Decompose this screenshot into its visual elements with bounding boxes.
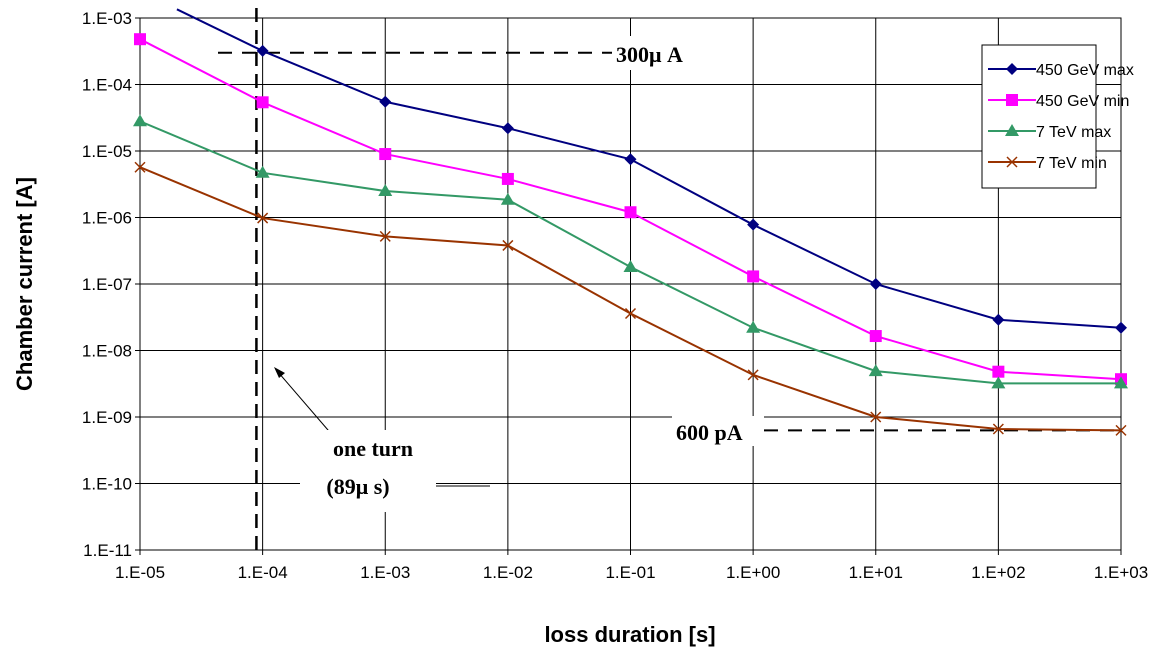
x-axis-title: loss duration [s] — [544, 622, 715, 647]
current-300ua-label: 300μ A — [616, 42, 683, 67]
y-tick-label: 1.E-06 — [82, 209, 132, 228]
series-450-gev-max — [176, 8, 1127, 334]
x-tick-label: 1.E-03 — [360, 563, 410, 582]
marker-triangle — [500, 192, 515, 205]
marker-x — [502, 239, 514, 251]
marker-x — [1115, 424, 1127, 436]
marker-x — [870, 411, 882, 423]
marker-square — [256, 96, 269, 109]
one-turn-label-bg — [300, 430, 436, 512]
x-tick-label: 1.E-04 — [238, 563, 288, 582]
marker-x — [134, 161, 146, 173]
marker-triangle — [1005, 124, 1019, 136]
x-tick-label: 1.E+03 — [1094, 563, 1148, 582]
marker-square — [992, 365, 1005, 378]
marker-triangle — [746, 320, 761, 333]
marker-square — [1006, 94, 1018, 106]
marker-x — [624, 307, 637, 320]
y-tick-label: 1.E-07 — [82, 275, 132, 294]
marker-diamond — [256, 44, 269, 57]
one-turn-arrow-shaft — [277, 371, 335, 438]
x-axis-ticks: 1.E-05 1.E-04 1.E-03 1.E-02 1.E-01 1.E+00 1.E+… — [115, 550, 1148, 582]
marker-x — [379, 230, 391, 242]
marker-x — [992, 423, 1004, 435]
marker-triangle — [1114, 376, 1128, 389]
current-600pa-label: 600 pA — [676, 420, 743, 445]
marker-diamond — [1006, 63, 1018, 75]
marker-triangle — [991, 376, 1006, 389]
x-tick-label: 1.E+02 — [971, 563, 1025, 582]
marker-diamond — [624, 153, 637, 166]
marker-square — [379, 148, 392, 161]
marker-square — [747, 270, 760, 283]
x-tick-label: 1.E-01 — [605, 563, 655, 582]
marker-x — [1006, 156, 1018, 168]
legend: 450 GeV max 450 GeV min 7 TeV max 7 TeV min — [981, 44, 1134, 189]
marker-diamond — [1115, 321, 1127, 334]
x-tick-label: 1.E-02 — [483, 563, 533, 582]
legend-label: 450 GeV min — [1036, 93, 1129, 110]
marker-square — [134, 33, 146, 46]
marker-diamond — [992, 313, 1005, 326]
one-turn-label-line2: (89μ s) — [326, 474, 389, 499]
current-600pa-label-bg — [672, 416, 764, 446]
legend-item: 7 TeV max — [988, 124, 1111, 141]
annotation-texts: 300μ A 600 pA one turn (89μ s) — [300, 36, 764, 512]
y-tick-label: 1.E-08 — [82, 342, 132, 361]
legend-label: 7 TeV min — [1036, 155, 1107, 172]
marker-square — [869, 330, 882, 343]
series-7-tev-max — [133, 114, 1128, 389]
y-tick-label: 1.E-04 — [82, 76, 132, 95]
marker-diamond — [379, 95, 392, 108]
marker-x — [747, 369, 759, 381]
legend-item: 450 GeV max — [988, 62, 1134, 79]
marker-triangle — [255, 165, 270, 178]
marker-diamond — [747, 218, 760, 231]
y-tick-label: 1.E-11 — [83, 541, 132, 560]
y-tick-label: 1.E-05 — [82, 142, 132, 161]
series-layer — [133, 8, 1128, 436]
y-tick-label: 1.E-09 — [82, 408, 132, 427]
marker-x — [257, 212, 269, 224]
marker-triangle — [623, 260, 638, 273]
one-turn-label-line1: one turn — [333, 436, 413, 461]
marker-square — [624, 206, 637, 219]
x-tick-label: 1.E-05 — [115, 563, 165, 582]
marker-triangle — [133, 114, 147, 127]
x-tick-label: 1.E+00 — [726, 563, 780, 582]
marker-triangle — [868, 364, 883, 377]
marker-triangle — [378, 184, 393, 197]
legend-label: 450 GeV max — [1036, 62, 1134, 79]
y-tick-label: 1.E-10 — [82, 475, 132, 494]
marker-diamond — [869, 278, 882, 290]
legend-label: 7 TeV max — [1036, 124, 1111, 141]
one-turn-arrow-head — [274, 367, 285, 378]
series-7-tev-min — [134, 161, 1127, 436]
legend-item: 450 GeV min — [988, 93, 1129, 110]
y-axis-ticks: 1.E-11 1.E-10 1.E-09 1.E-08 1.E-07 1.E-06 1.E-… — [82, 9, 140, 560]
legend-item: 7 TeV min — [988, 155, 1107, 172]
y-axis-title: Chamber current [A] — [12, 177, 37, 391]
marker-diamond — [501, 122, 514, 135]
current-300ua-label-bg — [612, 36, 728, 70]
x-tick-label: 1.E+01 — [849, 563, 903, 582]
marker-square — [501, 172, 514, 185]
y-tick-label: 1.E-03 — [82, 9, 132, 28]
